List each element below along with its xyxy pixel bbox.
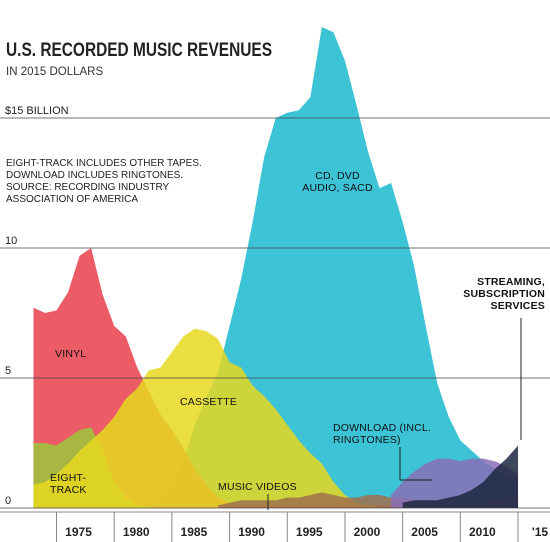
series-label: DOWNLOAD (INCL. RINGTONES) — [333, 422, 432, 446]
x-tick-label: 1985 — [181, 525, 208, 539]
y-tick-label: 5 — [5, 365, 11, 377]
x-tick-label: '15 — [532, 525, 549, 539]
series-label: VINYL — [55, 348, 87, 360]
series-label: CD, DVD AUDIO, SACD — [302, 170, 373, 194]
x-tick-label: 1975 — [65, 525, 92, 539]
x-tick-label: 1990 — [238, 525, 265, 539]
series-label: MUSIC VIDEOS — [218, 481, 297, 493]
x-axis-band — [0, 512, 550, 542]
y-tick-label: $15 BILLION — [5, 105, 69, 117]
x-tick-label: 1980 — [123, 525, 150, 539]
x-tick-label: 1995 — [296, 525, 323, 539]
y-tick-label: 0 — [5, 495, 11, 507]
x-tick-label: 2010 — [469, 525, 496, 539]
note: EIGHT-TRACK INCLUDES OTHER TAPES. — [6, 158, 202, 169]
area — [402, 445, 519, 508]
note: SOURCE: RECORDING INDUSTRY — [6, 182, 169, 193]
chart-title: U.S. RECORDED MUSIC REVENUES — [6, 40, 272, 61]
area — [33, 328, 380, 508]
y-tick-label: 10 — [5, 235, 17, 247]
note: ASSOCIATION OF AMERICA — [6, 194, 138, 205]
x-tick-label: 2000 — [354, 525, 381, 539]
series-label: EIGHT-TRACK — [50, 472, 87, 496]
chart-subtitle: IN 2015 DOLLARS — [6, 66, 103, 78]
x-tick-label: 2005 — [411, 525, 438, 539]
series-label: CASSETTE — [180, 396, 238, 408]
note: DOWNLOAD INCLUDES RINGTONES. — [6, 170, 183, 181]
series-label: STREAMING, SUBSCRIPTION SERVICES — [463, 276, 545, 312]
